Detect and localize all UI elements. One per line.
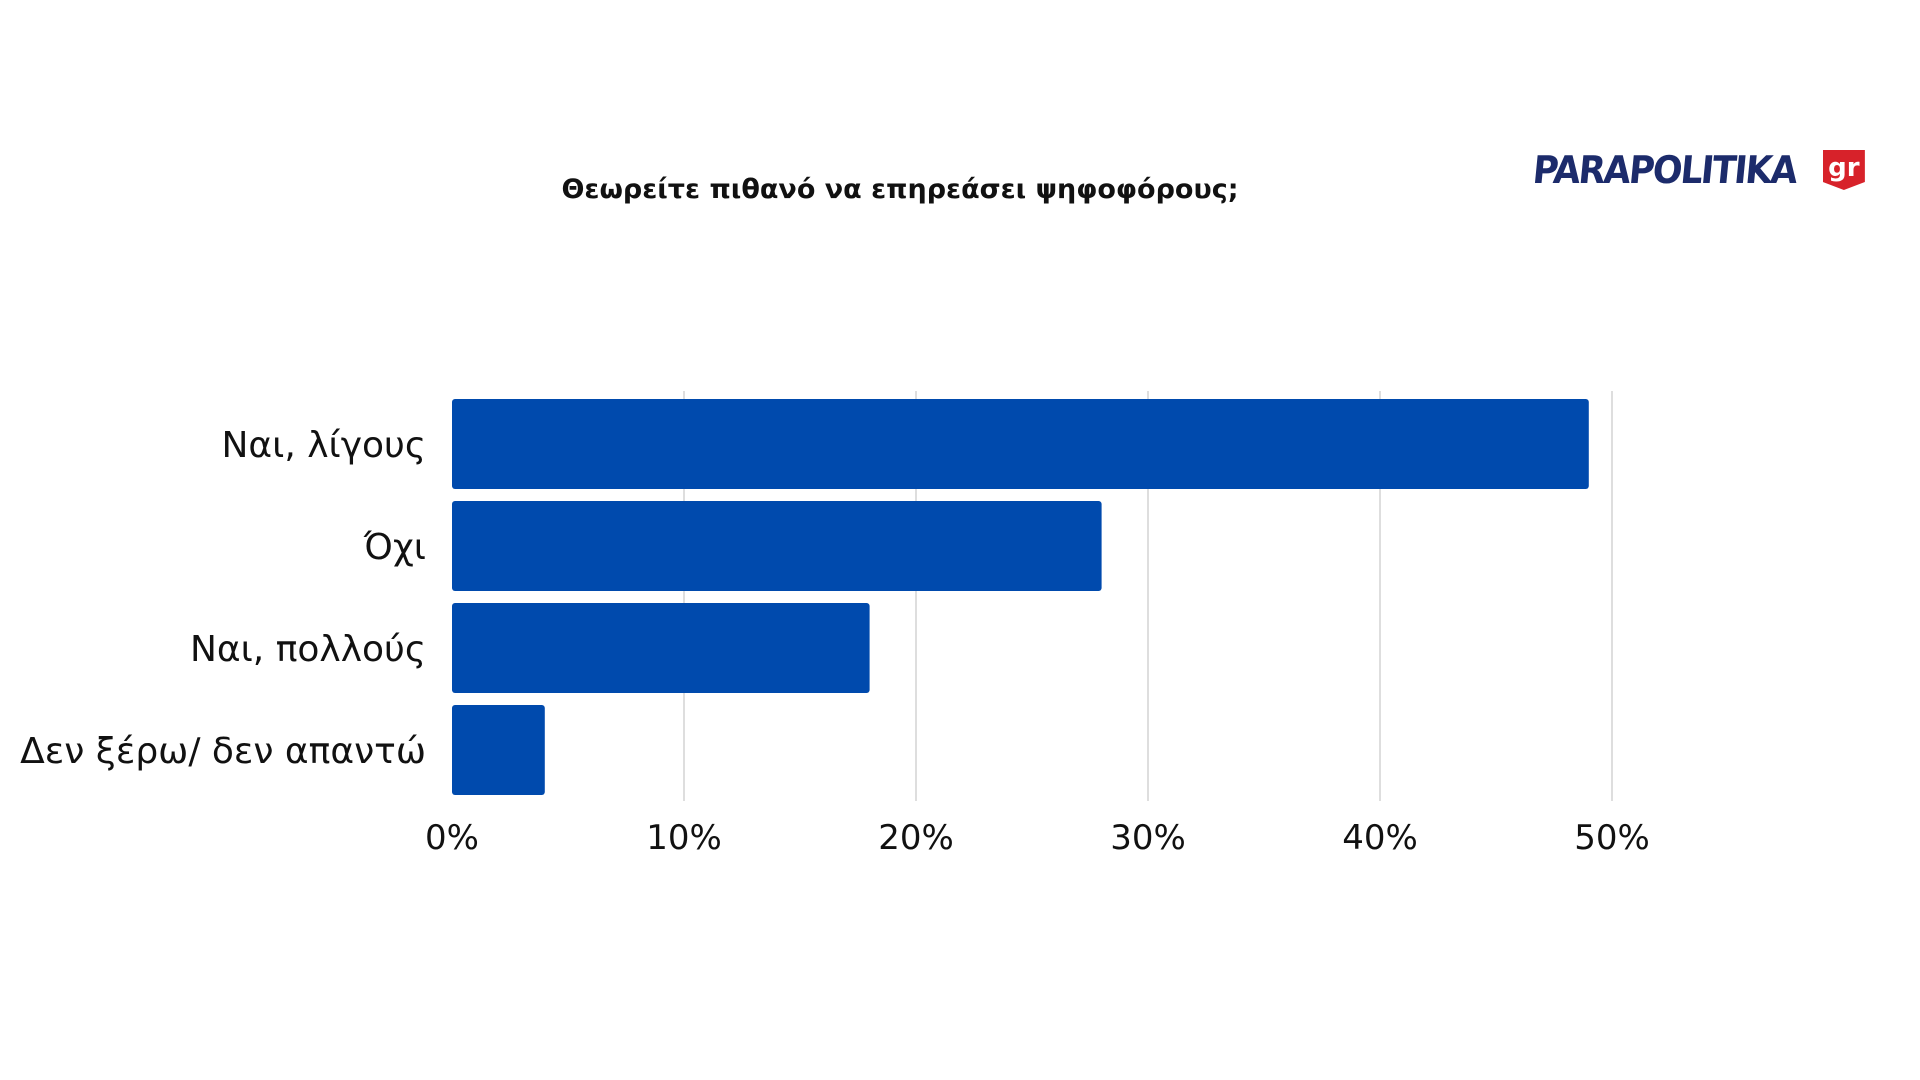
bars — [452, 399, 1589, 795]
logo-gr-badge: gr — [1822, 150, 1865, 190]
x-tick-label: 30% — [1110, 818, 1186, 858]
category-label: Ναι, πολλούς — [190, 629, 426, 670]
x-axis-tick-labels: 0% 10% 20% 30% 40% 50% — [425, 818, 1650, 858]
bar — [452, 501, 1102, 591]
category-label: Δεν ξέρω/ δεν απαντώ — [20, 731, 426, 772]
x-tick-label: 0% — [425, 818, 479, 858]
x-tick-label: 50% — [1574, 818, 1650, 858]
category-label: Ναι, λίγους — [221, 425, 426, 466]
bar — [452, 399, 1589, 489]
parapolitika-logo: PARAPOLITIKA gr — [1531, 146, 1865, 194]
bar — [452, 705, 545, 795]
category-label: Όχι — [363, 527, 426, 568]
x-tick-label: 10% — [646, 818, 722, 858]
x-tick-label: 40% — [1342, 818, 1418, 858]
x-tick-label: 20% — [878, 818, 954, 858]
chart-title: Θεωρείτε πιθανό να επηρεάσει ψηφοφόρους; — [561, 174, 1239, 205]
bar — [452, 603, 870, 693]
category-labels: Ναι, λίγους Όχι Ναι, πολλούς Δεν ξέρω/ δεν … — [20, 425, 426, 772]
